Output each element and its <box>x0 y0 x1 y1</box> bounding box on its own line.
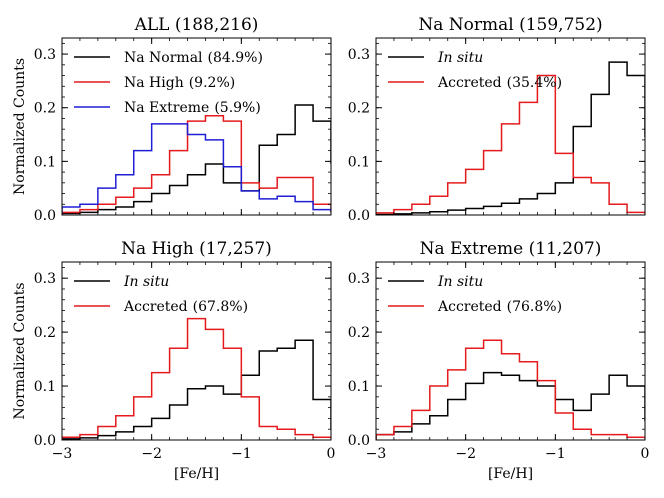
panel-4-legend-entry-accreted: Accreted (76.8%) <box>388 299 562 315</box>
panel-2-series-in-situ-step-line <box>376 61 645 215</box>
panel-4-y-tick-label: 0.3 <box>348 271 370 287</box>
panel-3-x-tick-label: −2 <box>141 446 162 462</box>
panel-1-y-tick-label: 0.0 <box>34 208 56 224</box>
panel-2-legend-entry-accreted: Accreted (35.4%) <box>388 75 562 91</box>
panel-3-title: Na High (17,257) <box>121 239 272 259</box>
panel-2-title: Na Normal (159,752) <box>418 15 602 35</box>
panel-2-legend-name: Accreted <box>437 75 502 91</box>
panel-2-legend-entry-in-situ: In situ <box>388 50 483 66</box>
panel-1-series-na-high-step-line <box>62 115 331 215</box>
panel-1-series-na-extreme-step-line <box>62 123 331 215</box>
panel-1-legend-name: Na Normal <box>124 50 203 66</box>
panel-4-legend-label: In situ <box>437 274 483 290</box>
panel-3-legend-pct: (67.8%) <box>193 299 248 315</box>
panel-1-legend-entry-na-high: Na High (9.2%) <box>74 75 235 91</box>
panel-1-legend-entry-na-extreme: Na Extreme (5.9%) <box>74 100 261 116</box>
panel-4-legend-label: Accreted (76.8%) <box>437 299 562 315</box>
panel-4-legend-name: In situ <box>437 274 483 290</box>
panel-4-x-tick-label: −2 <box>455 446 476 462</box>
panel-1-legend-pct: (9.2%) <box>189 75 236 91</box>
panel-4-legend-entry-in-situ: In situ <box>388 274 483 290</box>
panel-3-x-tick-label: 0 <box>327 446 336 462</box>
panel-1-legend-label: Na Extreme (5.9%) <box>124 100 261 116</box>
panel-4-frame <box>375 261 646 441</box>
panel-4-x-tick-label: 0 <box>641 446 650 462</box>
panel-4-legend-pct: (76.8%) <box>507 299 562 315</box>
panel-3-legend-label: In situ <box>123 274 169 290</box>
panel-4-x-tick-label: −3 <box>366 446 387 462</box>
panel-3-frame <box>61 261 332 441</box>
panel-1: ALL (188,216) 0.0 0.1 0.2 0.3 Normalized Coun… <box>12 15 332 224</box>
panel-2-legend-name: In situ <box>437 50 483 66</box>
panel-4: Na Extreme (11,207) −3 −2 −1 0 0.0 0.1 0.2 0.3 [F… <box>348 239 650 482</box>
panel-4-y-tick-label: 0.2 <box>348 325 370 341</box>
panel-3-legend-entry-accreted: Accreted (67.8%) <box>74 299 248 315</box>
panel-3-series-in-situ-step-line <box>62 339 331 440</box>
panel-2-series-accreted-step-line <box>376 74 645 215</box>
panel-4-series-accreted-step-line <box>376 339 645 440</box>
panel-3: Na High (17,257) −3 −2 −1 0 0.0 0.1 0.2 0.3 Norma… <box>12 239 335 482</box>
panel-3-y-tick-label: 0.1 <box>34 379 56 395</box>
panel-2-legend-pct: (35.4%) <box>507 75 562 91</box>
panel-3-legend-entry-in-situ: In situ <box>74 274 169 290</box>
panel-1-frame <box>61 37 332 216</box>
panel-3-legend-name: In situ <box>123 274 169 290</box>
panel-2-y-tick-label: 0.3 <box>348 47 370 63</box>
panel-1-y-tick-label: 0.2 <box>34 101 56 117</box>
panel-2-y-tick-label: 0.2 <box>348 101 370 117</box>
panel-3-y-tick-label: 0.2 <box>34 325 56 341</box>
panel-1-legend-name: Na Extreme <box>124 100 209 116</box>
panel-3-x-tick-label: −3 <box>52 446 73 462</box>
panel-2-y-tick-label: 0.0 <box>348 208 370 224</box>
panel-1-legend-entry-na-normal: Na Normal (84.9%) <box>74 50 263 66</box>
panel-4-y-tick-label: 0.0 <box>348 433 370 449</box>
panel-4-title: Na Extreme (11,207) <box>420 239 602 259</box>
panel-2: Na Normal (159,752) 0.0 0.1 0.2 0.3 In situ Ac… <box>348 15 646 224</box>
panel-1-legend-pct: (5.9%) <box>214 100 261 116</box>
panel-4-legend-name: Accreted <box>437 299 502 315</box>
panel-2-y-tick-label: 0.1 <box>348 154 370 170</box>
panel-1-y-tick-label: 0.3 <box>34 47 56 63</box>
panel-1-series-na-normal-step-line <box>62 104 331 215</box>
panel-2-legend-label: In situ <box>437 50 483 66</box>
panel-3-x-axis-label: [Fe/H] <box>174 466 219 482</box>
panel-3-x-tick-label: −1 <box>231 446 252 462</box>
panel-3-y-tick-label: 0.0 <box>34 433 56 449</box>
panel-3-legend-label: Accreted (67.8%) <box>123 299 248 315</box>
panel-3-legend-name: Accreted <box>123 299 188 315</box>
panel-3-y-axis-label: Normalized Counts <box>12 282 28 419</box>
panel-1-legend-label: Na Normal (84.9%) <box>124 50 263 66</box>
panel-4-y-tick-label: 0.1 <box>348 379 370 395</box>
panel-1-y-axis-label: Normalized Counts <box>12 58 28 195</box>
panel-1-y-tick-label: 0.1 <box>34 154 56 170</box>
panel-1-legend-label: Na High (9.2%) <box>124 75 235 91</box>
panel-1-title: ALL (188,216) <box>134 15 259 35</box>
panel-2-frame <box>375 37 646 216</box>
panel-3-series-accreted-step-line <box>62 317 331 440</box>
panel-2-legend-label: Accreted (35.4%) <box>437 75 562 91</box>
panel-4-x-axis-label: [Fe/H] <box>488 466 533 482</box>
panel-3-y-tick-label: 0.3 <box>34 271 56 287</box>
panel-1-legend-name: Na High <box>124 75 184 91</box>
panel-4-series-in-situ-step-line <box>376 371 645 440</box>
panel-4-x-tick-label: −1 <box>545 446 566 462</box>
panel-1-legend-pct: (84.9%) <box>208 50 263 66</box>
